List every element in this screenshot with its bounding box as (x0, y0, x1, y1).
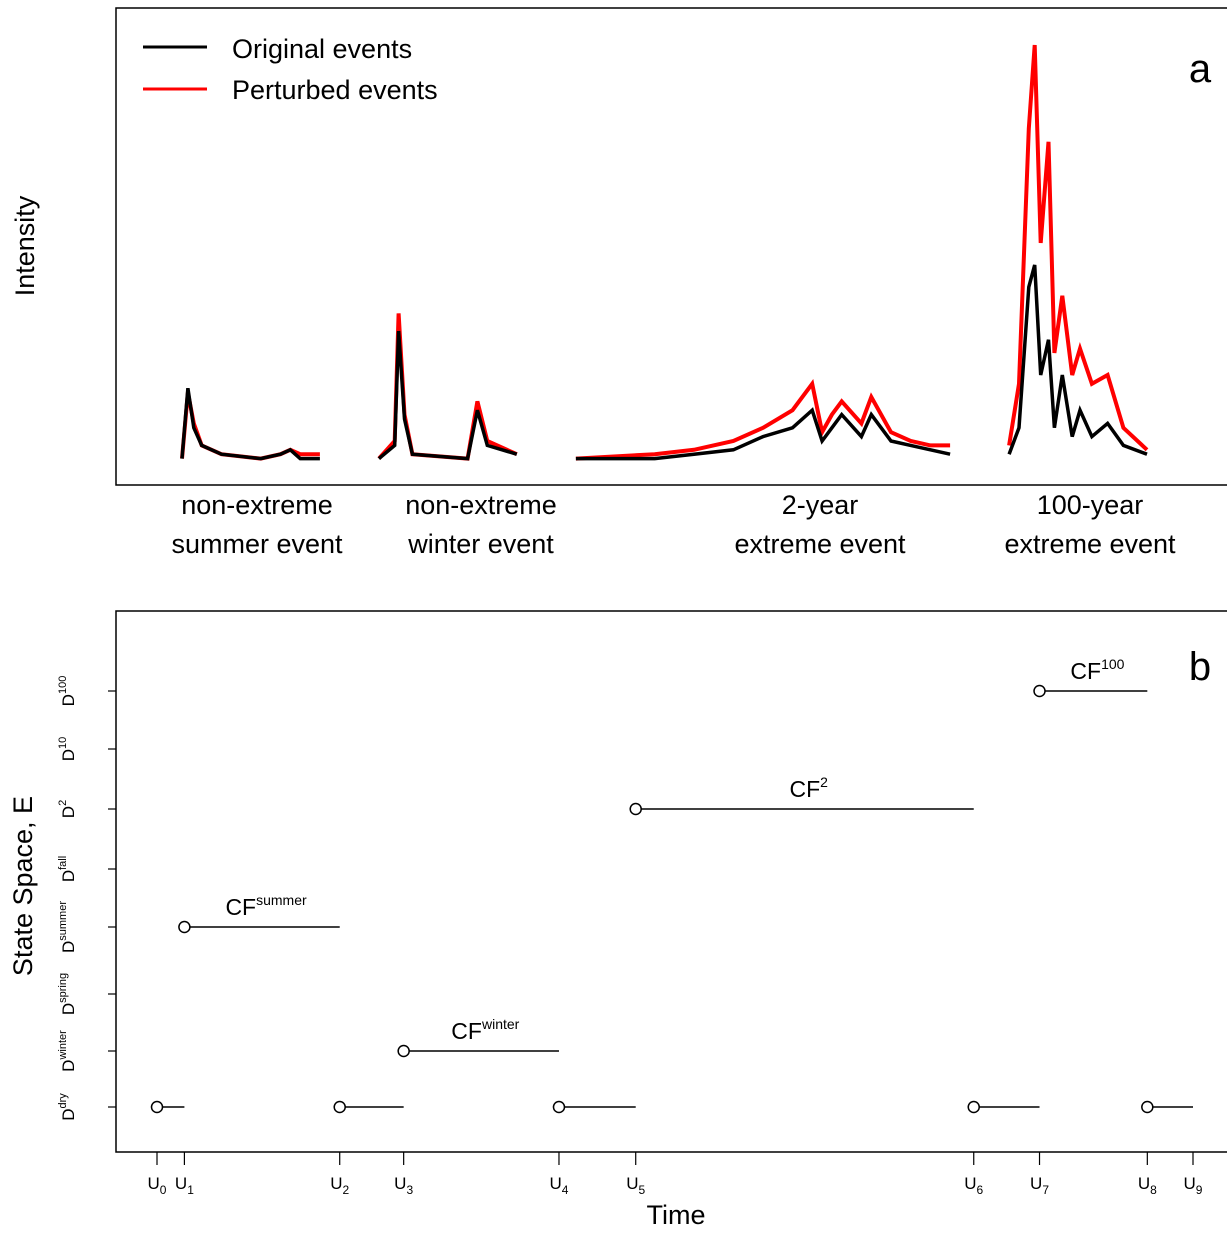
y-axis-label-state-space: State Space, E (8, 796, 38, 976)
y-tick-label-dry: Ddry (57, 1093, 78, 1121)
panel-a-letter: a (1189, 47, 1212, 91)
category-label-2year-line2: extreme event (734, 529, 906, 559)
y-tick-label-10: D10 (57, 737, 78, 762)
y-tick-label-fall: Dfall (57, 856, 78, 882)
legend: Original events Perturbed events (143, 34, 438, 105)
panel-b-letter: b (1189, 645, 1211, 689)
state-segment-2-start-point (333, 1100, 346, 1114)
panel-b-frame (115, 610, 1227, 1153)
segment-label-cf-100: CF100 (1070, 656, 1124, 684)
panel-a: a Intensity Original events Perturbed ev… (10, 7, 1227, 559)
state-segment-7-start-point (1033, 684, 1046, 698)
y-axis-label-intensity: Intensity (10, 195, 40, 296)
category-label-summer-line1: non-extreme (181, 490, 333, 520)
x-tick-label-u5: U5 (626, 1174, 645, 1197)
state-segment-1-start-point (178, 920, 191, 934)
x-tick-label-u7: U7 (1030, 1174, 1049, 1197)
state-segment-5-start-point (629, 802, 642, 816)
x-tick-label-u0: U0 (148, 1174, 167, 1197)
x-tick-label-u4: U4 (549, 1174, 568, 1197)
segment-label-cf-summer: CFsummer (225, 892, 307, 920)
event-category-labels: non-extreme summer event non-extreme win… (171, 490, 1176, 559)
segment-label-cf-2: CF2 (789, 774, 828, 802)
state-segment-4-start-point (552, 1100, 566, 1114)
category-label-2year-line1: 2-year (782, 490, 859, 520)
event-3-original-line (575, 407, 951, 461)
x-tick-label-u8: U8 (1138, 1174, 1157, 1197)
event-series (180, 44, 1149, 461)
x-tick-label-u6: U6 (964, 1174, 983, 1197)
category-label-winter-line2: winter event (407, 529, 554, 559)
panel-b: b State Space, E Time Ddry Dwinter Dspring… (8, 610, 1227, 1230)
x-axis-label-time: Time (647, 1200, 706, 1230)
y-tick-label-winter: Dwinter (57, 1030, 78, 1072)
y-tick-label-spring: Dspring (57, 973, 78, 1015)
state-segment-6-start-point (967, 1100, 980, 1114)
event-3-perturbed-line (575, 379, 951, 461)
x-tick-label-u1: U1 (175, 1174, 194, 1197)
state-segment-0-start-point (150, 1100, 164, 1114)
event-1-perturbed-line (180, 392, 320, 461)
event-1-original-line (180, 387, 320, 461)
category-label-winter-line1: non-extreme (405, 490, 557, 520)
category-label-100year-line2: extreme event (1004, 529, 1176, 559)
panel-a-frame (115, 7, 1227, 486)
event-4-original-line (1007, 264, 1148, 456)
x-tick-label-u2: U2 (330, 1174, 349, 1197)
x-tick-label-u3: U3 (394, 1174, 413, 1197)
event-4-perturbed-line (1007, 44, 1149, 452)
y-axis-ticks: Ddry Dwinter Dspring Dsummer Dfall D2 D10 D100 (57, 676, 116, 1121)
legend-label-perturbed: Perturbed events (232, 75, 438, 105)
state-segment-3-start-point (397, 1044, 410, 1058)
y-tick-label-summer: Dsummer (57, 901, 78, 953)
x-axis-ticks: U0 U1 U2 U3 U4 U5 U6 U7 U8 U9 (148, 1152, 1203, 1197)
event-2-original-line (377, 330, 518, 461)
category-label-summer-line2: summer event (171, 529, 343, 559)
x-tick-label-u9: U9 (1184, 1174, 1203, 1197)
y-tick-label-2: D2 (57, 800, 78, 818)
y-tick-label-100: D100 (57, 676, 78, 707)
category-label-100year-line1: 100-year (1037, 490, 1144, 520)
legend-label-original: Original events (232, 34, 412, 64)
state-segments: CFsummer CFwinter CF2 CF100 (150, 656, 1193, 1114)
state-segment-8-start-point (1141, 1100, 1154, 1114)
segment-label-cf-winter: CFwinter (451, 1016, 519, 1044)
